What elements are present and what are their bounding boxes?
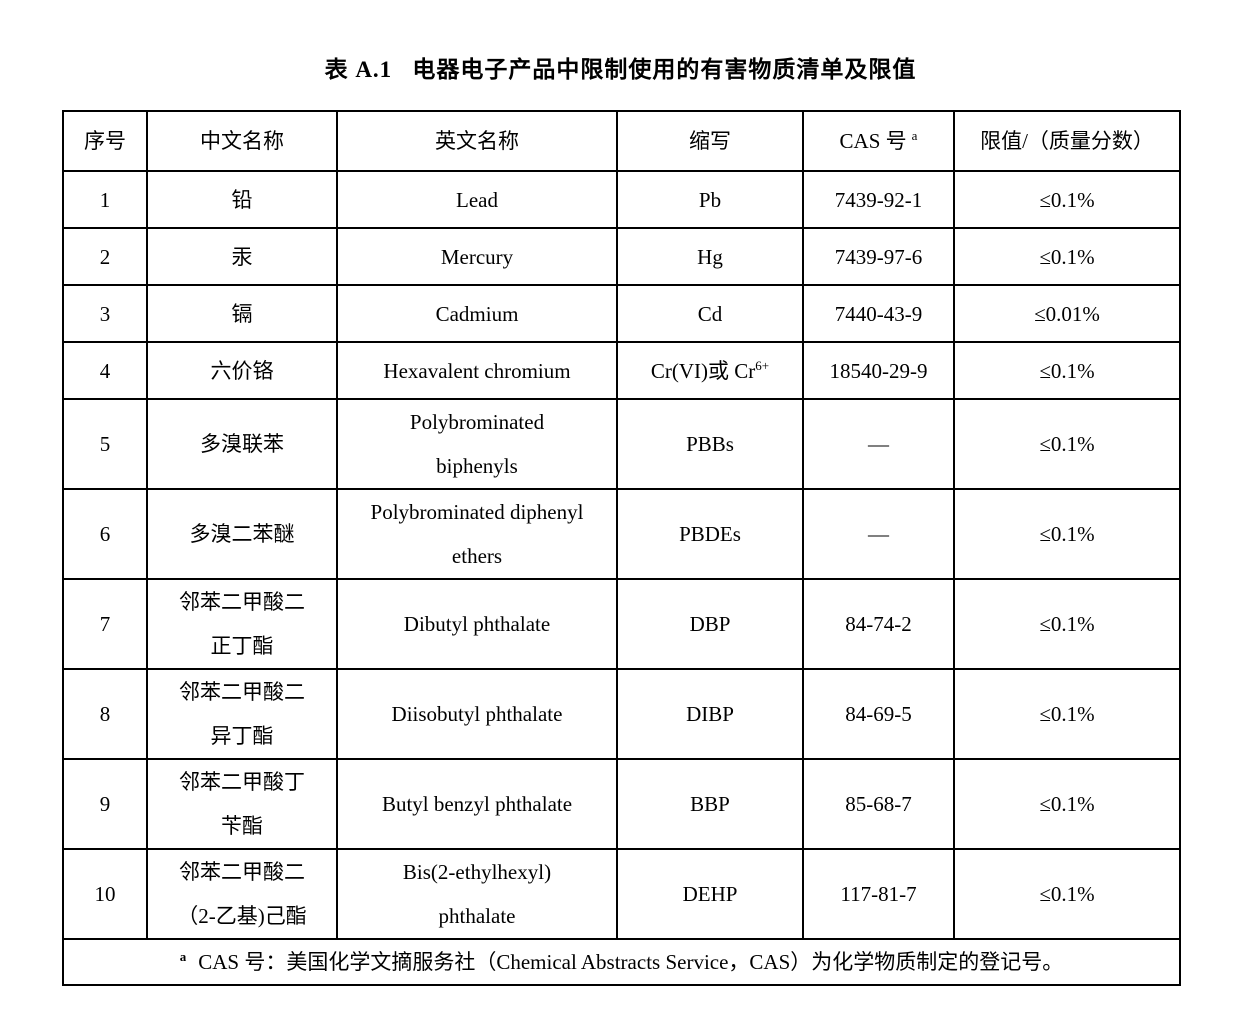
- document-page: 表 A.1 电器电子产品中限制使用的有害物质清单及限值 序号 中文名称 英文名称…: [62, 0, 1181, 986]
- cell-cas: —: [802, 488, 955, 580]
- footnote-text: CAS 号：美国化学文摘服务社（Chemical Abstracts Servi…: [198, 950, 1064, 974]
- col-header-abbreviation: 缩写: [616, 110, 804, 172]
- cell-abbreviation: Cd: [616, 284, 804, 343]
- cell-no: 1: [62, 170, 148, 229]
- cell-chinese-name: 六价铬: [146, 341, 338, 400]
- cell-chinese-name: 多溴二苯醚: [146, 488, 338, 580]
- footnote-cell: a CAS 号：美国化学文摘服务社（Chemical Abstracts Serv…: [62, 938, 1181, 986]
- cell-english-name: Polybrominated diphenyl ethers: [336, 488, 618, 580]
- col-header-limit: 限值/（质量分数）: [953, 110, 1181, 172]
- cell-limit: ≤0.1%: [953, 341, 1181, 400]
- cell-chinese-name: 邻苯二甲酸丁 苄酯: [146, 758, 338, 850]
- cell-limit: ≤0.1%: [953, 227, 1181, 286]
- cell-english-name: Polybrominated biphenyls: [336, 398, 618, 490]
- cell-chinese-name: 邻苯二甲酸二 （2-乙基)己酯: [146, 848, 338, 940]
- col-header-english-name: 英文名称: [336, 110, 618, 172]
- cell-no: 7: [62, 578, 148, 670]
- cell-abbreviation: DIBP: [616, 668, 804, 760]
- cell-limit: ≤0.1%: [953, 398, 1181, 490]
- table-row: 3 镉 Cadmium Cd 7440-43-9 ≤0.01%: [62, 284, 1181, 343]
- table-row: 1 铅 Lead Pb 7439-92-1 ≤0.1%: [62, 170, 1181, 229]
- cell-cas: 85-68-7: [802, 758, 955, 850]
- cell-no: 4: [62, 341, 148, 400]
- cell-no: 10: [62, 848, 148, 940]
- footnote-row: a CAS 号：美国化学文摘服务社（Chemical Abstracts Serv…: [62, 938, 1181, 986]
- cell-no: 2: [62, 227, 148, 286]
- table-row: 9 邻苯二甲酸丁 苄酯 Butyl benzyl phthalate BBP 8…: [62, 758, 1181, 850]
- abbreviation-text: Cr(VI)或 Cr: [650, 358, 756, 383]
- cell-no: 6: [62, 488, 148, 580]
- table-row: 6 多溴二苯醚 Polybrominated diphenyl ethers P…: [62, 488, 1181, 580]
- cell-limit: ≤0.1%: [953, 488, 1181, 580]
- cell-cas: 7440-43-9: [802, 284, 955, 343]
- cell-abbreviation: DEHP: [616, 848, 804, 940]
- cell-abbreviation: Hg: [616, 227, 804, 286]
- footnote-marker: a: [179, 949, 187, 964]
- cell-limit: ≤0.01%: [953, 284, 1181, 343]
- cell-abbreviation: Pb: [616, 170, 804, 229]
- col-header-no: 序号: [62, 110, 148, 172]
- cell-english-name: Mercury: [336, 227, 618, 286]
- cell-english-name: Butyl benzyl phthalate: [336, 758, 618, 850]
- table-row: 5 多溴联苯 Polybrominated biphenyls PBBs — ≤…: [62, 398, 1181, 490]
- cas-footnote-marker: a: [911, 128, 918, 143]
- cell-cas: 84-74-2: [802, 578, 955, 670]
- cell-abbreviation: DBP: [616, 578, 804, 670]
- cell-cas: 18540-29-9: [802, 341, 955, 400]
- cell-no: 9: [62, 758, 148, 850]
- cell-chinese-name: 邻苯二甲酸二 正丁酯: [146, 578, 338, 670]
- col-header-cas: CAS 号 a: [802, 110, 955, 172]
- cell-cas: —: [802, 398, 955, 490]
- cell-english-name: Diisobutyl phthalate: [336, 668, 618, 760]
- table-title: 表 A.1 电器电子产品中限制使用的有害物质清单及限值: [324, 57, 917, 82]
- cell-english-name: Cadmium: [336, 284, 618, 343]
- cell-chinese-name: 汞: [146, 227, 338, 286]
- cell-english-name: Lead: [336, 170, 618, 229]
- cell-no: 8: [62, 668, 148, 760]
- cell-cas: 7439-92-1: [802, 170, 955, 229]
- cell-limit: ≤0.1%: [953, 170, 1181, 229]
- header-row: 序号 中文名称 英文名称 缩写 CAS 号 a 限值/（质量分数）: [62, 110, 1181, 172]
- table-row: 7 邻苯二甲酸二 正丁酯 Dibutyl phthalate DBP 84-74…: [62, 578, 1181, 670]
- cas-header-label: CAS 号: [839, 129, 907, 153]
- cell-limit: ≤0.1%: [953, 848, 1181, 940]
- cell-english-name: Bis(2-ethylhexyl) phthalate: [336, 848, 618, 940]
- table-row: 8 邻苯二甲酸二 异丁酯 Diisobutyl phthalate DIBP 8…: [62, 668, 1181, 760]
- cell-abbreviation: BBP: [616, 758, 804, 850]
- hazardous-substances-table: 序号 中文名称 英文名称 缩写 CAS 号 a 限值/（质量分数） 1 铅 Lea…: [62, 110, 1181, 986]
- cell-chinese-name: 多溴联苯: [146, 398, 338, 490]
- cell-english-name: Dibutyl phthalate: [336, 578, 618, 670]
- table-row: 2 汞 Mercury Hg 7439-97-6 ≤0.1%: [62, 227, 1181, 286]
- table-row: 4 六价铬 Hexavalent chromium Cr(VI)或 Cr6+ 1…: [62, 341, 1181, 400]
- cell-abbreviation: PBDEs: [616, 488, 804, 580]
- cell-abbreviation: PBBs: [616, 398, 804, 490]
- cell-chinese-name: 铅: [146, 170, 338, 229]
- superscript-charge: 6+: [755, 357, 770, 373]
- cell-limit: ≤0.1%: [953, 758, 1181, 850]
- cell-chinese-name: 邻苯二甲酸二 异丁酯: [146, 668, 338, 760]
- cell-abbreviation: Cr(VI)或 Cr6+: [616, 341, 804, 400]
- cell-chinese-name: 镉: [146, 284, 338, 343]
- cell-no: 5: [62, 398, 148, 490]
- col-header-chinese-name: 中文名称: [146, 110, 338, 172]
- cell-limit: ≤0.1%: [953, 578, 1181, 670]
- cell-english-name: Hexavalent chromium: [336, 341, 618, 400]
- cell-cas: 7439-97-6: [802, 227, 955, 286]
- cell-cas: 84-69-5: [802, 668, 955, 760]
- cell-no: 3: [62, 284, 148, 343]
- table-row: 10 邻苯二甲酸二 （2-乙基)己酯 Bis(2-ethylhexyl) pht…: [62, 848, 1181, 940]
- cell-cas: 117-81-7: [802, 848, 955, 940]
- cell-limit: ≤0.1%: [953, 668, 1181, 760]
